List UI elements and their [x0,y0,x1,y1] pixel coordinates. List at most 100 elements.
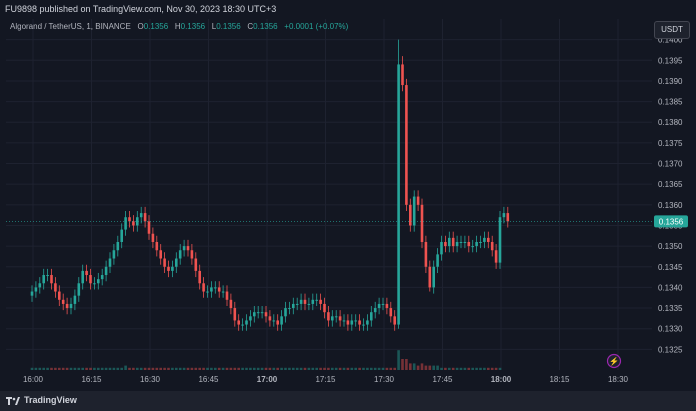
candle [225,285,229,306]
candle [370,305,373,327]
time-tick-label: 18:00 [491,375,512,384]
candle [198,264,201,290]
volume-bar [377,367,381,370]
volume-bar [194,367,198,370]
currency-button[interactable]: USDT [654,21,690,39]
candle [217,281,221,298]
price-tick-label: 0.1385 [658,98,683,107]
candle-body [38,283,42,288]
candle-body [100,275,104,280]
candle [159,244,162,265]
volume-bar [151,367,155,370]
candle-body [358,320,361,325]
time-tick-label: 16:00 [23,375,44,384]
candle-body [385,303,389,309]
candle [338,310,342,327]
volume-bar [370,367,373,370]
price-tick-label: 0.1370 [658,160,683,169]
candle-body [366,320,369,325]
candle [381,297,385,311]
candle-body [475,241,478,247]
volume-bar [128,367,131,370]
candle-body [186,246,190,251]
volume-bar [467,367,471,370]
volume-bar [65,367,69,370]
volume-bar [256,367,260,370]
volume-bar [202,367,205,370]
candle-body [132,221,135,226]
candle-body [432,266,435,288]
candle-body [198,270,201,284]
candle [42,268,45,290]
volume-bar [479,367,482,370]
candle-body [97,279,100,284]
candle [100,268,104,286]
candle-body [190,250,194,259]
candle-body [401,64,404,86]
close-label: C [247,22,254,31]
volume-bar [245,367,248,370]
candle [502,206,506,224]
candle [85,264,88,282]
candle-body [424,241,428,267]
candle-body [65,303,69,309]
volume-bar [233,367,237,370]
volume-bar [30,367,34,370]
candle [268,310,272,327]
candle-body [487,237,490,242]
candle-body [85,270,88,276]
volume-bar [315,367,318,370]
volume-bar [50,367,53,370]
candle [186,239,190,257]
candle [249,310,252,327]
candle [467,235,471,253]
candle [299,293,303,311]
volume-bar [85,367,88,370]
volume-bar [342,367,346,370]
volume-bar [34,367,38,370]
volume-bar [214,367,217,370]
candle-body [202,283,205,292]
candle-body [405,85,408,205]
candle-body [151,233,155,242]
candle [428,260,432,292]
volume-bar [299,367,303,370]
volume-bar [241,367,244,370]
candle [81,264,84,290]
replay-button[interactable]: ⚡ [606,353,622,369]
volume-bar [385,367,389,370]
volume-bar [471,367,474,370]
candle [377,297,381,315]
candle-body [307,303,311,305]
candle [393,310,396,331]
candle [245,314,248,331]
candle-body [319,299,322,304]
candle [440,235,443,261]
candle [104,260,108,282]
candlestick-chart[interactable]: 0.1400 0.1395 0.1390 0.1385 0.1380 0.1375 0.13… [0,19,696,391]
candle [73,289,77,311]
volume-bar [38,367,42,370]
candle [128,211,131,228]
candle [405,78,408,212]
candle [108,252,112,273]
time-tick-label: 17:30 [374,375,395,384]
volume-bar [81,367,84,370]
candle [331,310,334,327]
candle [455,235,459,253]
volume-bar [116,367,120,370]
volume-bar [405,359,408,370]
volume-bar [124,365,127,370]
price-tick-label: 0.1335 [658,304,683,313]
candle-body [463,241,467,243]
volume-bar [303,367,307,370]
candle-body [116,241,120,251]
candle-body [136,217,139,226]
candle-body [346,320,350,325]
chart-area[interactable]: 0.1400 0.1395 0.1390 0.1385 0.1380 0.1375 0.13… [0,19,696,391]
candle-body [89,275,92,284]
candle-body [237,320,240,325]
candle [295,297,299,311]
candle-body [104,266,108,276]
volume-bar [132,367,135,370]
